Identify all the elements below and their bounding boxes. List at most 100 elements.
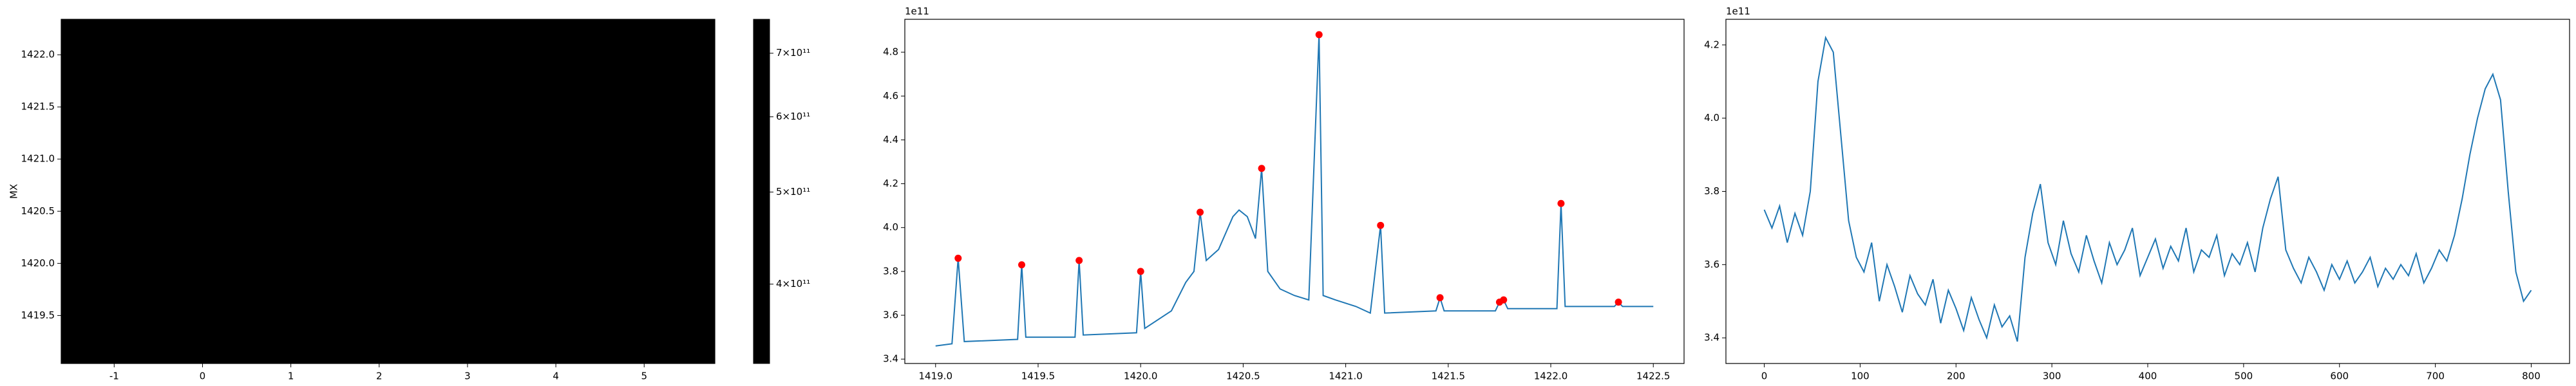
heatmap-cell bbox=[120, 336, 153, 358]
peak-marker bbox=[1258, 165, 1265, 172]
heatmap-cell bbox=[337, 107, 369, 129]
heatmap-cell bbox=[306, 253, 338, 275]
heatmap-cell bbox=[584, 295, 616, 317]
y-tick-label: 1420.5 bbox=[21, 205, 55, 217]
heatmap-cell bbox=[615, 149, 647, 170]
heatmap-cell bbox=[430, 190, 462, 212]
peak-marker bbox=[1197, 208, 1204, 216]
heatmap-cell bbox=[244, 336, 276, 358]
heatmap-cell bbox=[553, 23, 585, 45]
heatmap-cell bbox=[584, 149, 616, 170]
heatmap-cell bbox=[399, 253, 431, 275]
heatmap-cell bbox=[151, 44, 184, 66]
heatmap-cell bbox=[275, 65, 307, 87]
heatmap-cell bbox=[399, 315, 431, 337]
heatmap-cell bbox=[244, 295, 276, 317]
heatmap-cell bbox=[430, 232, 462, 253]
heatmap-cell bbox=[306, 336, 338, 358]
heatmap-cell bbox=[306, 295, 338, 317]
x-tick-label: 500 bbox=[2235, 371, 2253, 382]
heatmap-cell bbox=[213, 23, 245, 45]
heatmap-cell bbox=[151, 86, 184, 107]
heatmap-cell bbox=[491, 149, 524, 170]
heatmap-cell bbox=[522, 253, 554, 275]
heatmap-cell bbox=[615, 336, 647, 358]
heatmap-cell bbox=[430, 86, 462, 107]
heatmap-cell bbox=[399, 273, 431, 295]
x-tick-label: 1419.5 bbox=[1021, 371, 1056, 382]
heatmap-cell bbox=[275, 127, 307, 149]
heatmap-cell bbox=[244, 65, 276, 87]
heatmap-cell bbox=[182, 169, 214, 191]
x-tick-label: 1422.5 bbox=[1636, 371, 1671, 382]
heatmap-cell bbox=[306, 107, 338, 129]
heatmap-cell bbox=[151, 336, 184, 358]
heatmap-cell bbox=[275, 295, 307, 317]
colorbar-tick-label: 4×10¹¹ bbox=[776, 278, 810, 290]
heatmap-cell bbox=[522, 315, 554, 337]
axes-frame bbox=[904, 19, 1685, 364]
x-tick-label: 200 bbox=[1947, 371, 1965, 382]
panel: 1e11 0 100 200 300 400 500 600 700 800 3.4 3.6 3.8 4.… bbox=[1704, 6, 2570, 382]
heatmap-cell bbox=[399, 211, 431, 233]
heatmap-cell bbox=[677, 23, 709, 45]
heatmap-cell bbox=[430, 295, 462, 317]
heatmap-cell bbox=[491, 315, 524, 337]
y-tick-label: 4.0 bbox=[883, 221, 898, 233]
heatmap-cell bbox=[522, 336, 554, 358]
heatmap-cell bbox=[584, 65, 616, 87]
heatmap-cell bbox=[584, 107, 616, 129]
heatmap-cell bbox=[306, 149, 338, 170]
heatmap-cell bbox=[553, 315, 585, 337]
heatmap-cell bbox=[90, 65, 122, 87]
heatmap-cell bbox=[337, 295, 369, 317]
y-tick-label: 1421.0 bbox=[21, 153, 55, 165]
x-tick-label: 1420.0 bbox=[1124, 371, 1158, 382]
heatmap-cell bbox=[151, 232, 184, 253]
heatmap-cell bbox=[491, 295, 524, 317]
heatmap-cell bbox=[553, 65, 585, 87]
heatmap-cell bbox=[677, 211, 709, 233]
heatmap-cell bbox=[491, 107, 524, 129]
heatmap-cell bbox=[337, 315, 369, 337]
heatmap-cell bbox=[151, 295, 184, 317]
heatmap-cell bbox=[120, 232, 153, 253]
y-tick-label: 4.4 bbox=[883, 134, 898, 145]
heatmap-cell bbox=[244, 190, 276, 212]
heatmap-cell bbox=[120, 273, 153, 295]
heatmap-cell bbox=[244, 23, 276, 45]
heatmap-cell bbox=[337, 44, 369, 66]
heatmap-cell bbox=[90, 273, 122, 295]
heatmap-cell bbox=[677, 295, 709, 317]
heatmap-cell bbox=[61, 107, 91, 129]
heatmap-cell bbox=[368, 295, 400, 317]
heatmap-cell bbox=[399, 295, 431, 317]
peak-marker bbox=[1075, 257, 1083, 264]
heatmap-cell bbox=[646, 149, 678, 170]
heatmap-cell bbox=[213, 273, 245, 295]
heatmap-cell bbox=[244, 169, 276, 191]
heatmap-cell bbox=[491, 190, 524, 212]
heatmap-cell bbox=[584, 44, 616, 66]
heatmap-cell bbox=[213, 86, 245, 107]
heatmap-cell bbox=[677, 149, 709, 170]
peak-marker bbox=[1018, 261, 1025, 269]
heatmap-cell bbox=[275, 44, 307, 66]
heatmap-cell bbox=[460, 190, 493, 212]
heatmap-cell bbox=[553, 86, 585, 107]
peak-marker bbox=[1436, 294, 1444, 302]
heatmap-cell bbox=[646, 169, 678, 191]
heatmap-cell bbox=[399, 232, 431, 253]
heatmap-cell bbox=[306, 169, 338, 191]
heatmap-cell bbox=[275, 23, 307, 45]
heatmap-cell bbox=[213, 315, 245, 337]
colorbar-tick-label: 7×10¹¹ bbox=[776, 47, 810, 59]
colorbar-tick-label: 6×10¹¹ bbox=[776, 111, 810, 122]
heatmap-cell bbox=[430, 253, 462, 275]
heatmap-cell bbox=[368, 315, 400, 337]
plot-area bbox=[1763, 35, 2532, 342]
peak-marker bbox=[1315, 31, 1323, 39]
heatmap-cell bbox=[460, 253, 493, 275]
y-axis-label: MX bbox=[8, 184, 20, 199]
heatmap-cell bbox=[182, 23, 214, 45]
